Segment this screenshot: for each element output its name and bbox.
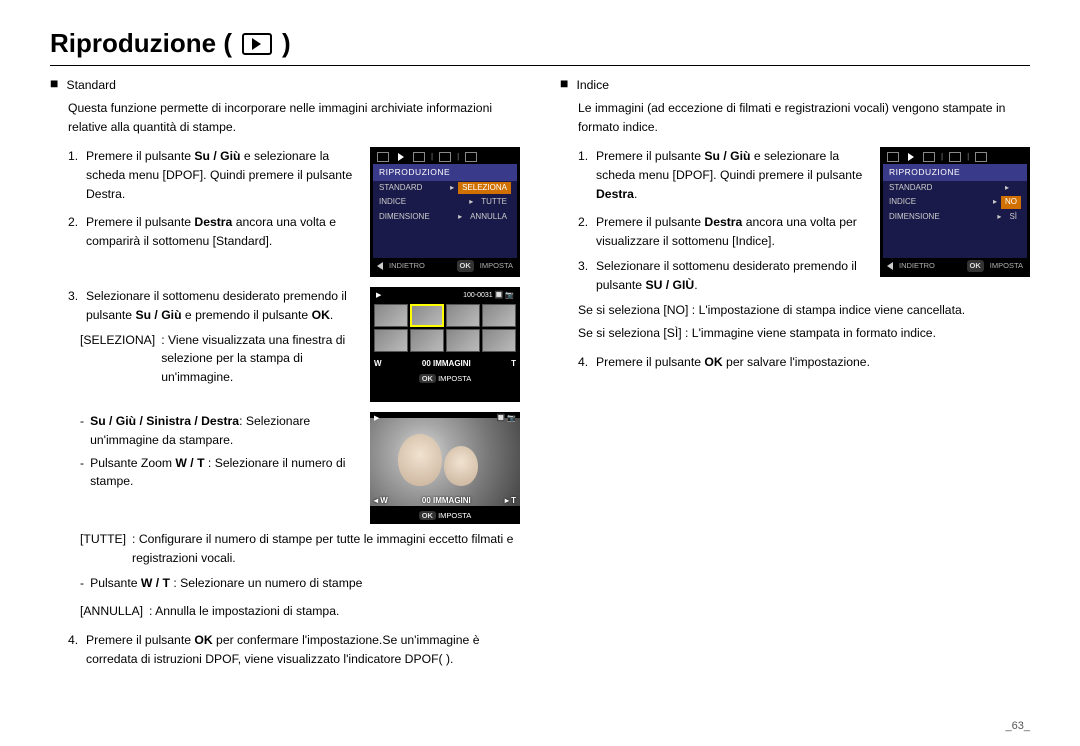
- left-column: ■ Standard Questa funzione permette di i…: [50, 76, 520, 669]
- menu1-row-standard: STANDARD▸SELEZIONA: [373, 181, 517, 195]
- menu2-header: RIPRODUZIONE: [883, 164, 1027, 181]
- bullet-icon: ■: [560, 76, 568, 91]
- right-selsi: Se si seleziona [SÌ] : L'immagine viene …: [578, 324, 1030, 343]
- left-tutte: [TUTTE]: Configurare il numero di stampe…: [80, 530, 520, 568]
- left-intro: Questa funzione permette di incorporare …: [68, 99, 520, 137]
- right-heading: Indice: [576, 76, 609, 95]
- play-icon: [242, 33, 272, 55]
- left-step-2: 2.Premere il pulsante Destra ancora una …: [68, 213, 354, 251]
- left-wt2: -Pulsante W / T : Selezionare un numero …: [80, 574, 520, 593]
- menu-screenshot-2: || RIPRODUZIONE STANDARD▸ INDICE▸NO DIME…: [880, 147, 1030, 277]
- bullet-icon: ■: [50, 76, 58, 91]
- left-step-4: 4.Premere il pulsante OK per confermare …: [68, 631, 520, 669]
- menu-screenshot-1: || RIPRODUZIONE STANDARD▸SELEZIONA INDIC…: [370, 147, 520, 277]
- menu1-row-dimensione: DIMENSIONE▸ANNULLA: [373, 210, 517, 224]
- left-seleziona: [SELEZIONA]: Viene visualizzata una fine…: [80, 331, 354, 388]
- photo-screenshot: ▶🔲 📷 ◂ W00 IMMAGINI▸ T OK IMPOSTA: [370, 412, 520, 524]
- left-annulla: [ANNULLA]: Annulla le impostazioni di st…: [80, 602, 520, 621]
- page-title-row: Riproduzione ( ): [50, 28, 1030, 66]
- right-column: ■ Indice Le immagini (ad eccezione di fi…: [560, 76, 1030, 669]
- menu1-row-indice: INDICE▸TUTTE: [373, 195, 517, 209]
- right-step-2: 2.Premere il pulsante Destra ancora una …: [578, 213, 864, 251]
- page-number: _63_: [1006, 720, 1030, 732]
- menu2-row-dimensione: DIMENSIONE▸SÌ: [883, 210, 1027, 224]
- page-title: Riproduzione (: [50, 28, 232, 59]
- menu2-row-indice: INDICE▸NO: [883, 195, 1027, 209]
- right-step-1: 1.Premere il pulsante Su / Giù e selezio…: [578, 147, 864, 204]
- menu1-header: RIPRODUZIONE: [373, 164, 517, 181]
- left-step-1: 1.Premere il pulsante Su / Giù e selezio…: [68, 147, 354, 204]
- left-heading: Standard: [66, 76, 115, 95]
- left-nav: -Su / Giù / Sinistra / Destra: Seleziona…: [80, 412, 354, 450]
- left-step-3: 3.Selezionare il sottomenu desiderato pr…: [68, 287, 354, 325]
- left-wt: -Pulsante Zoom W / T : Selezionare il nu…: [80, 454, 354, 492]
- thumbnail-screenshot: ▶100-0031 🔲 📷 W00 IMMAGINIT OK IMPOSTA: [370, 287, 520, 402]
- right-selno: Se si seleziona [NO] : L'impostazione di…: [578, 301, 1030, 320]
- right-step-4: 4.Premere il pulsante OK per salvare l'i…: [578, 353, 1030, 372]
- menu2-row-standard: STANDARD▸: [883, 181, 1027, 195]
- page-title-close: ): [282, 28, 291, 59]
- right-intro: Le immagini (ad eccezione di filmati e r…: [578, 99, 1030, 137]
- right-step-3: 3.Selezionare il sottomenu desiderato pr…: [578, 257, 864, 295]
